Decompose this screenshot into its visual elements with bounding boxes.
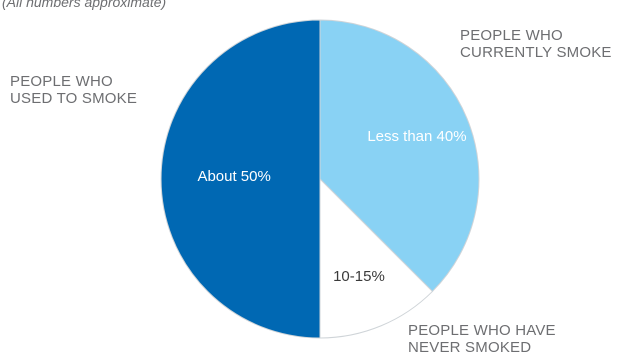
label-used-to-smoke-line-2: USED TO SMOKE (10, 90, 138, 107)
label-used-to-smoke-line-1: PEOPLE WHO (10, 73, 113, 90)
label-currently-smoke-line-2: CURRENTLY SMOKE (460, 44, 612, 61)
label-never-smoked: PEOPLE WHO HAVE NEVER SMOKED (408, 322, 556, 356)
pie-slice-2 (160, 19, 321, 339)
label-never-smoked-line-2: NEVER SMOKED (408, 339, 532, 356)
approximation-note: (All numbers approximate) (2, 0, 167, 10)
pie-slice-label-1: 10-15% (333, 268, 385, 285)
label-currently-smoke: PEOPLE WHO CURRENTLY SMOKE (460, 27, 612, 61)
label-currently-smoke-line-1: PEOPLE WHO (460, 27, 563, 44)
label-never-smoked-line-1: PEOPLE WHO HAVE (408, 322, 556, 339)
pie-slice-label-2: About 50% (197, 168, 270, 185)
pie-slice-0 (319, 19, 480, 293)
pie-slice-1 (319, 177, 434, 339)
label-used-to-smoke: PEOPLE WHO USED TO SMOKE (10, 73, 137, 107)
pie-slice-label-0: Less than 40% (367, 128, 466, 145)
